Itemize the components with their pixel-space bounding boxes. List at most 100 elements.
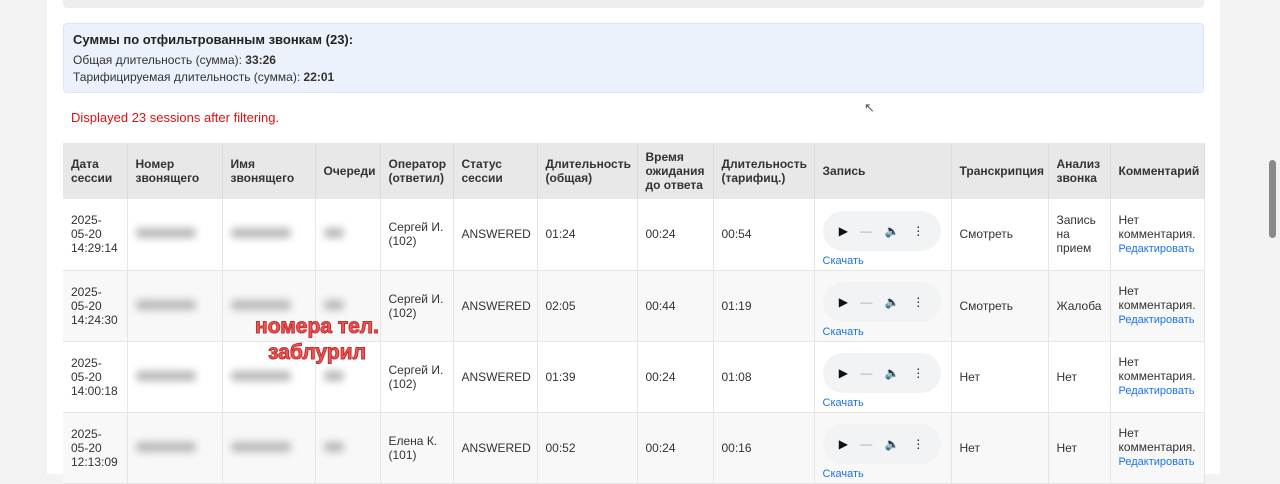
duration-total: 01:39 bbox=[537, 341, 638, 413]
queues bbox=[315, 341, 381, 413]
play-icon[interactable]: ▶ bbox=[838, 366, 848, 380]
call-analysis: Жалоба bbox=[1048, 270, 1111, 342]
blurred-number bbox=[135, 370, 196, 381]
audio-player[interactable]: ▶ — 🔈 ⋮ bbox=[822, 424, 941, 464]
blurred-number bbox=[135, 441, 196, 452]
duration-billed: 00:54 bbox=[713, 199, 815, 271]
filter-panel-bottom bbox=[63, 0, 1204, 8]
session-date: 2025-05-20 14:29:14 bbox=[63, 199, 128, 271]
call-analysis: Нет bbox=[1048, 341, 1111, 413]
audio-player[interactable]: ▶ — 🔈 ⋮ bbox=[822, 353, 941, 393]
audio-player[interactable]: ▶ — 🔈 ⋮ bbox=[822, 210, 941, 251]
blurred-name bbox=[230, 441, 291, 452]
transcript[interactable]: Смотреть bbox=[951, 270, 1049, 342]
session-date: 2025-05-20 14:24:30 bbox=[63, 270, 128, 342]
progress-bar[interactable]: — bbox=[860, 366, 873, 380]
column-header: Запись bbox=[814, 143, 952, 199]
recording: ▶ — 🔈 ⋮ Скачать bbox=[814, 270, 952, 342]
wait-time: 00:24 bbox=[637, 412, 714, 484]
duration-billed: 01:19 bbox=[713, 270, 815, 342]
duration-total: 00:52 bbox=[537, 412, 638, 484]
progress-bar[interactable]: — bbox=[860, 223, 873, 238]
table-row: 2025-05-20 14:24:30 Сергей И. (102) ANSWER… bbox=[63, 270, 1205, 342]
edit-comment-link[interactable]: Редактировать bbox=[1118, 456, 1195, 468]
column-header: Время ожидания до ответа bbox=[637, 143, 714, 199]
table-row: 2025-05-20 14:00:18 Сергей И. (102) ANSWER… bbox=[63, 341, 1205, 413]
caller-number bbox=[127, 341, 223, 413]
caller-number bbox=[127, 270, 223, 342]
session-status: ANSWERED bbox=[453, 199, 538, 271]
call-analysis: Запись на прием bbox=[1048, 199, 1111, 271]
session-date: 2025-05-20 14:00:18 bbox=[63, 341, 128, 413]
blurred-name bbox=[230, 299, 291, 310]
more-options-icon[interactable]: ⋮ bbox=[912, 295, 925, 309]
wait-time: 00:44 bbox=[637, 270, 714, 342]
operator: Елена К. (101) bbox=[380, 412, 454, 484]
duration-total: 01:24 bbox=[537, 199, 638, 271]
scrollbar-thumb[interactable] bbox=[1269, 160, 1276, 238]
blurred-queue bbox=[323, 441, 344, 452]
more-options-icon[interactable]: ⋮ bbox=[912, 437, 925, 451]
transcript[interactable]: Нет bbox=[951, 341, 1049, 413]
blurred-name bbox=[230, 370, 291, 381]
progress-bar[interactable]: — bbox=[860, 437, 873, 451]
filter-message: Displayed 23 sessions after filtering. bbox=[71, 110, 280, 125]
queues bbox=[315, 199, 381, 271]
column-header: Анализ звонка bbox=[1048, 143, 1111, 199]
table-row: 2025-05-20 14:29:14 Сергей И. (102) ANSWER… bbox=[63, 199, 1205, 271]
caller-name bbox=[222, 341, 316, 413]
caller-number bbox=[127, 412, 223, 484]
recording: ▶ — 🔈 ⋮ Скачать bbox=[814, 412, 952, 484]
progress-bar[interactable]: — bbox=[860, 295, 873, 309]
play-icon[interactable]: ▶ bbox=[838, 295, 848, 309]
queues bbox=[315, 270, 381, 342]
transcript[interactable]: Смотреть bbox=[951, 199, 1049, 271]
queues bbox=[315, 412, 381, 484]
wait-time: 00:24 bbox=[637, 341, 714, 413]
blurred-number bbox=[135, 299, 196, 310]
call-analysis: Нет bbox=[1048, 412, 1111, 484]
blurred-number bbox=[135, 228, 196, 239]
download-link[interactable]: Скачать bbox=[822, 468, 864, 480]
column-header: Комментарий bbox=[1110, 143, 1205, 199]
blurred-queue bbox=[323, 299, 344, 310]
edit-comment-link[interactable]: Редактировать bbox=[1118, 385, 1195, 397]
blurred-queue bbox=[323, 228, 344, 239]
session-status: ANSWERED bbox=[453, 412, 538, 484]
scrollbar[interactable] bbox=[1262, 0, 1280, 474]
volume-icon[interactable]: 🔈 bbox=[884, 366, 900, 380]
session-status: ANSWERED bbox=[453, 270, 538, 342]
comment: Нет комментария. Редактировать bbox=[1110, 412, 1205, 484]
column-header: Оператор (ответил) bbox=[380, 143, 454, 199]
session-date: 2025-05-20 12:13:09 bbox=[63, 412, 128, 484]
more-options-icon[interactable]: ⋮ bbox=[912, 223, 925, 238]
column-header: Длительность (тарифиц.) bbox=[713, 143, 815, 199]
volume-icon[interactable]: 🔈 bbox=[884, 437, 900, 451]
play-icon[interactable]: ▶ bbox=[838, 437, 848, 451]
transcript[interactable]: Нет bbox=[951, 412, 1049, 484]
duration-billed: 00:16 bbox=[713, 412, 815, 484]
download-link[interactable]: Скачать bbox=[822, 254, 864, 267]
download-link[interactable]: Скачать bbox=[822, 397, 864, 409]
column-header: Дата сессии bbox=[63, 143, 128, 199]
edit-comment-link[interactable]: Редактировать bbox=[1118, 314, 1195, 326]
operator: Сергей И. (102) bbox=[380, 199, 454, 271]
blurred-queue bbox=[323, 370, 344, 381]
column-header: Транскрипция bbox=[951, 143, 1049, 199]
sessions-table: Дата сессии Номер звонящего Имя звонящего О… bbox=[63, 143, 1205, 484]
audio-player[interactable]: ▶ — 🔈 ⋮ bbox=[822, 282, 941, 322]
summary-title: Суммы по отфильтрованным звонкам (23): bbox=[73, 32, 354, 47]
volume-icon[interactable]: 🔈 bbox=[884, 295, 900, 309]
table-row: 2025-05-20 12:13:09 Елена К. (101) ANSWERE… bbox=[63, 412, 1205, 484]
recording: ▶ — 🔈 ⋮ Скачать bbox=[814, 199, 952, 271]
play-icon[interactable]: ▶ bbox=[838, 223, 848, 238]
caller-name bbox=[222, 270, 316, 342]
edit-comment-link[interactable]: Редактировать bbox=[1118, 242, 1195, 255]
more-options-icon[interactable]: ⋮ bbox=[912, 366, 925, 380]
column-header: Очереди bbox=[315, 143, 381, 199]
wait-time: 00:24 bbox=[637, 199, 714, 271]
download-link[interactable]: Скачать bbox=[822, 326, 864, 338]
caller-name bbox=[222, 412, 316, 484]
comment: Нет комментария. Редактировать bbox=[1110, 341, 1205, 413]
volume-icon[interactable]: 🔈 bbox=[884, 223, 900, 238]
